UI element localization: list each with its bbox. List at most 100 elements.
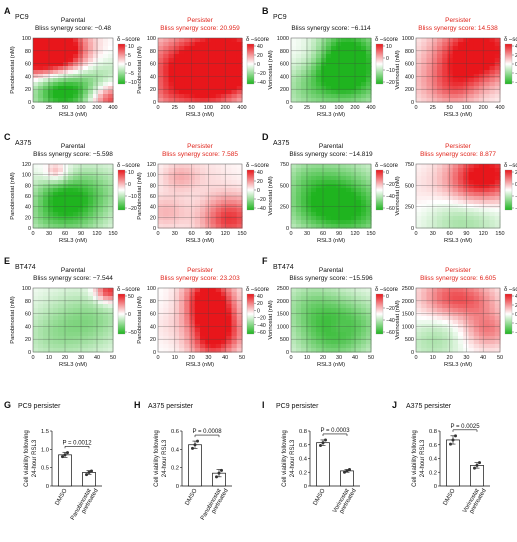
y-tick-label: 120 (22, 162, 31, 168)
heatmap-cell (173, 312, 180, 317)
heatmap-cell (38, 38, 44, 43)
heatmap-cell (163, 336, 170, 341)
heatmap-cell (163, 42, 170, 47)
heatmap-cell (38, 200, 44, 205)
heatmap-cell (346, 54, 352, 59)
heatmap-cell (194, 188, 201, 193)
heatmap-cell (366, 188, 372, 193)
x-tick-label: 30 (205, 355, 211, 361)
heatmap-cell (173, 348, 180, 353)
heatmap-cell (68, 94, 74, 99)
heatmap-cell (494, 168, 501, 173)
heatmap-cell (489, 344, 496, 349)
heatmap-cell (426, 332, 433, 337)
heatmap-cell (306, 188, 312, 193)
heatmap-cell (48, 184, 54, 189)
heatmap-cell (226, 320, 233, 325)
heatmap-cell (331, 54, 337, 59)
heatmap-cell (88, 78, 94, 83)
heatmap-cell (447, 58, 454, 63)
heatmap-cell (43, 212, 49, 217)
heatmap-cell (311, 296, 317, 301)
heatmap-cell (93, 220, 99, 225)
heatmap-cell (494, 42, 501, 47)
heatmap-cell (63, 184, 69, 189)
heatmap-cell (58, 188, 64, 193)
heatmap-cell (93, 340, 99, 345)
heatmap-cell (341, 200, 347, 205)
heatmap-cell (452, 82, 459, 87)
heatmap-cell (179, 180, 185, 185)
heatmap-cell (53, 196, 59, 201)
heatmap-cell (88, 70, 94, 75)
heatmap-cell (63, 328, 69, 333)
heatmap-cell (53, 58, 59, 63)
x-tick-label: 20 (320, 355, 326, 361)
legend-title: δ –score (117, 37, 141, 43)
heatmap-cell (341, 192, 347, 197)
heatmap-cell (361, 320, 367, 325)
heatmap-cell (194, 90, 201, 95)
heatmap-cell (98, 168, 104, 173)
heatmap-cell (321, 308, 327, 313)
heatmap-cell (48, 176, 54, 181)
heatmap-cell (306, 70, 312, 75)
heatmap-cell (484, 188, 491, 193)
heatmap-cell (346, 212, 352, 217)
heatmap-cell (53, 220, 59, 225)
heatmap-cell (447, 196, 454, 201)
heatmap-cell (103, 200, 109, 205)
heatmap-cell (63, 62, 69, 67)
heatmap-cell (163, 176, 170, 181)
cell-line-label: PC9 (15, 14, 29, 21)
heatmap-cell (179, 86, 185, 91)
heatmap-cell (179, 172, 185, 177)
heatmap-cell (463, 336, 470, 341)
persister-bliss-score: Bliss synergy score: 23.203 (160, 275, 240, 282)
heatmap-cell (473, 42, 480, 47)
heatmap-cell (326, 224, 332, 229)
heatmap-cell (68, 62, 74, 67)
heatmap-cell (189, 168, 196, 173)
bar (340, 470, 354, 487)
heatmap-cell (48, 54, 54, 59)
x-tick-label: 400 (237, 105, 246, 111)
heatmap-cell (437, 188, 443, 193)
heatmap-cell (473, 308, 480, 313)
heatmap-cell (226, 38, 233, 43)
heatmap-cell (296, 344, 302, 349)
heatmap-cell (205, 220, 212, 225)
heatmap-cell (442, 176, 449, 181)
heatmap-cell (98, 58, 104, 63)
x-tick-label: 0 (156, 105, 159, 111)
heatmap-cell (291, 348, 297, 353)
heatmap-cell (103, 208, 109, 213)
heatmap-cell (163, 332, 170, 337)
heatmap-cell (53, 296, 59, 301)
heatmap-cell (189, 204, 196, 209)
legend-tick-label: 40 (257, 294, 263, 300)
heatmap-cell (494, 192, 501, 197)
heatmap-cell (103, 308, 109, 313)
x-tick-label: 200 (221, 105, 230, 111)
heatmap-cell (168, 208, 175, 213)
heatmap-cell (215, 54, 222, 59)
heatmap-cell (88, 82, 94, 87)
heatmap-cell (311, 82, 317, 87)
x-tick-label: 150 (366, 231, 375, 237)
legend-title: δ –score (375, 163, 399, 169)
heatmap-cell (331, 50, 337, 55)
heatmap-cell (366, 54, 372, 59)
heatmap-cell (98, 296, 104, 301)
heatmap-cell (215, 78, 222, 83)
heatmap-cell (210, 86, 217, 91)
heatmap-cell (431, 192, 438, 197)
x-tick-label: 50 (189, 105, 195, 111)
data-point (191, 446, 194, 450)
heatmap-cell (356, 188, 362, 193)
heatmap-cell (93, 216, 99, 221)
heatmap-cell (356, 344, 362, 349)
heatmap-cell (200, 38, 206, 43)
heatmap-cell (366, 184, 372, 189)
